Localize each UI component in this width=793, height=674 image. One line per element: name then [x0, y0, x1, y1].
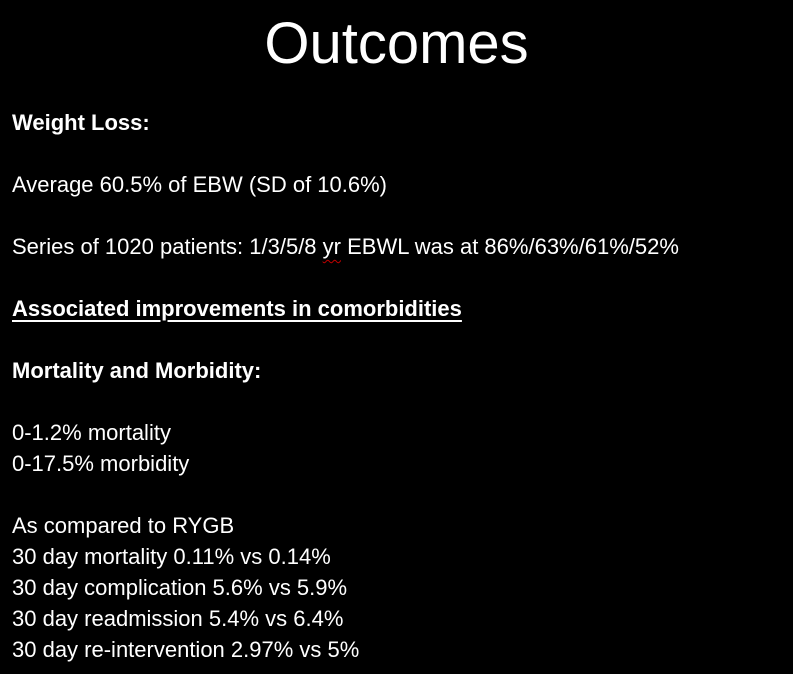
slide-text-line: Series of 1020 patients: 1/3/5/8 yr EBWL…	[12, 231, 783, 262]
blank-line	[12, 386, 783, 417]
text-run: EBWL was at 86%/63%/61%/52%	[340, 234, 679, 259]
blank-line	[12, 138, 783, 169]
blank-line	[12, 479, 783, 510]
text-run: 30 day re-intervention 2.97% vs 5%	[12, 637, 360, 662]
slide-text-line: Weight Loss:	[12, 107, 783, 138]
text-run: 30 day mortality 0.11% vs 0.14%	[12, 544, 331, 569]
slide-text-line: 30 day re-intervention 2.97% vs 5%	[12, 634, 783, 665]
text-run: As compared to RYGB	[12, 513, 235, 538]
slide-title: Outcomes	[264, 11, 529, 76]
slide-text-line: 0-17.5% morbidity	[12, 448, 783, 479]
slide-text-line: Associated improvements in comorbidities	[12, 293, 783, 324]
slide-text-line: 30 day readmission 5.4% vs 6.4%	[12, 603, 783, 634]
text-run: Associated improvements in comorbidities	[12, 296, 462, 321]
text-run: 0-17.5% morbidity	[12, 451, 190, 476]
slide-text-line: 30 day mortality 0.11% vs 0.14%	[12, 541, 783, 572]
blank-line	[12, 200, 783, 231]
text-run: Weight Loss:	[12, 110, 150, 135]
slide-text-line: Mortality and Morbidity:	[12, 355, 783, 386]
misspelled-word-wavy-underline: yr	[322, 234, 341, 259]
slide-text-line: 0-1.2% mortality	[12, 417, 783, 448]
slide-body: Weight Loss: Average 60.5% of EBW (SD of…	[0, 80, 793, 665]
slide-text-line: As compared to RYGB	[12, 510, 783, 541]
text-run: Mortality and Morbidity:	[12, 358, 262, 383]
text-run: 0-1.2% mortality	[12, 420, 171, 445]
blank-line	[12, 262, 783, 293]
text-run: Series of 1020 patients: 1/3/5/8	[12, 234, 323, 259]
text-run: 30 day complication 5.6% vs 5.9%	[12, 575, 348, 600]
slide-text-line: Average 60.5% of EBW (SD of 10.6%)	[12, 169, 783, 200]
blank-line	[12, 324, 783, 355]
text-run: Average 60.5% of EBW (SD of 10.6%)	[12, 172, 387, 197]
text-run: 30 day readmission 5.4% vs 6.4%	[12, 606, 344, 631]
slide-text-line: 30 day complication 5.6% vs 5.9%	[12, 572, 783, 603]
